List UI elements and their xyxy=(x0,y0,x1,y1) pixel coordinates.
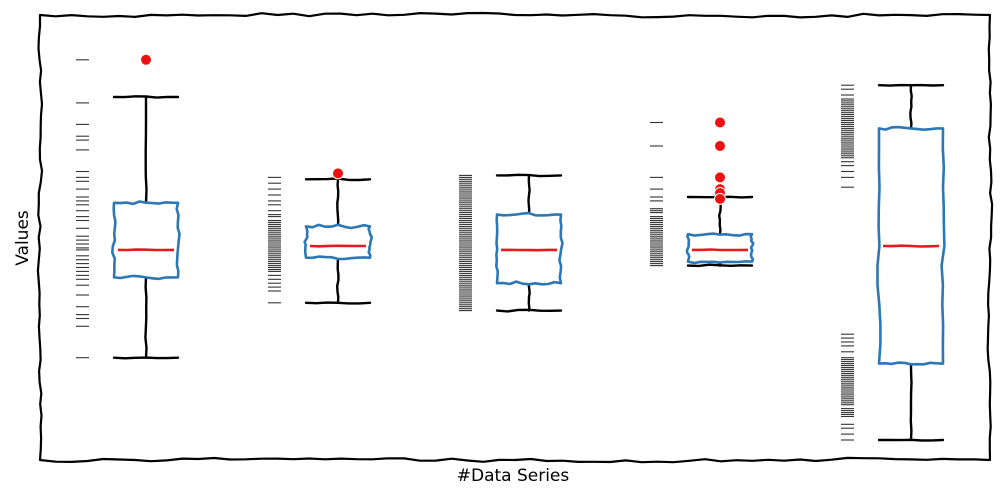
outlier-point xyxy=(140,53,152,66)
series-2 xyxy=(268,167,373,305)
lower-whisker xyxy=(909,362,913,442)
iqr-box xyxy=(685,232,755,265)
outlier-point xyxy=(332,167,344,180)
series-3 xyxy=(459,173,564,313)
upper-whisker xyxy=(144,95,148,204)
y-axis-label: Values xyxy=(13,210,33,266)
lower-whisker xyxy=(144,276,148,359)
iqr-box xyxy=(303,223,373,261)
upper-cap xyxy=(112,95,180,99)
series-4 xyxy=(650,116,755,268)
upper-whisker xyxy=(527,174,531,216)
lower-whisker xyxy=(527,282,531,312)
outlier-point xyxy=(714,140,726,152)
series-5 xyxy=(841,83,946,442)
outlier-point xyxy=(714,171,726,184)
outlier-point xyxy=(714,116,726,129)
plot-frame xyxy=(36,11,994,464)
lower-cap xyxy=(304,301,372,305)
median-line xyxy=(882,244,940,248)
iqr-box xyxy=(495,211,564,286)
lower-cap xyxy=(495,308,563,313)
lower-cap xyxy=(686,263,754,268)
median-line xyxy=(309,244,366,248)
lower-cap xyxy=(112,356,180,360)
series-layer xyxy=(76,53,946,442)
iqr-box xyxy=(111,200,181,281)
series-1 xyxy=(76,53,181,360)
outlier-point xyxy=(714,192,726,205)
lower-whisker xyxy=(335,256,340,304)
upper-cap xyxy=(495,173,563,178)
upper-whisker xyxy=(909,84,913,130)
upper-cap xyxy=(877,83,945,87)
median-line xyxy=(692,248,749,252)
x-axis-label: #Data Series xyxy=(457,466,570,486)
upper-whisker xyxy=(336,178,340,228)
lower-cap xyxy=(877,438,945,442)
